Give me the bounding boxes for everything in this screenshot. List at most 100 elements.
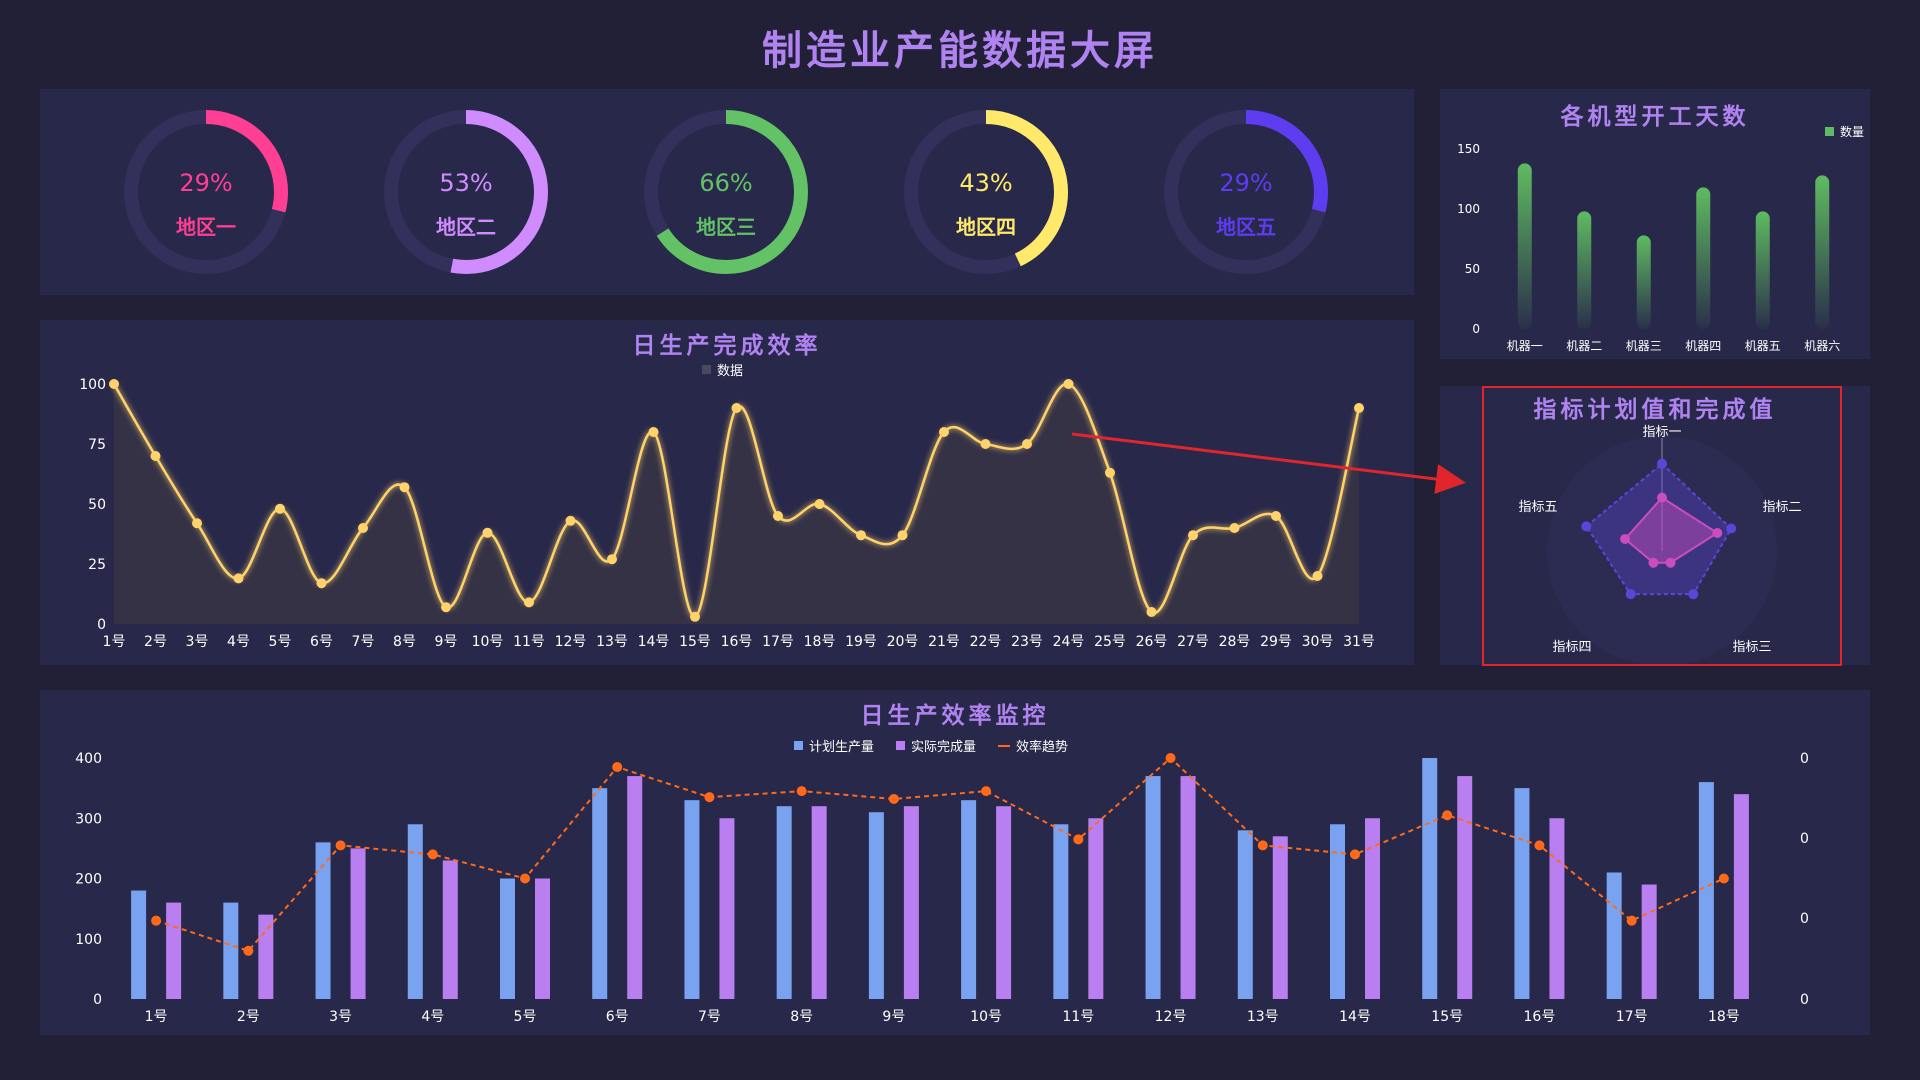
x-tick-label: 14号 [1339,1009,1371,1025]
legend-swatch [794,741,803,750]
data-point-11号 [524,597,534,608]
x-tick-label: 11号 [513,634,545,650]
trend-point [1442,810,1453,821]
x-tick-label: 13号 [596,634,628,650]
data-point-31号 [1354,403,1364,413]
x-tick-label: 12号 [555,634,587,650]
legend-actual[interactable]: 实际完成量 [896,736,976,755]
data-point-4号 [233,573,244,584]
bar-actual-15号 [1457,776,1473,999]
trend-point [427,849,438,860]
data-point-25号 [1105,467,1115,478]
gauge-label: 地区二 [436,215,496,239]
x-tick-label: 18号 [804,634,836,650]
bar-actual-11号 [1088,818,1104,999]
x-tick-label: 4号 [227,634,250,650]
daily-efficiency-panel: 日生产完成效率 数据 0 25 50 75 100 1号 2号 3号 4号 5号 6号 7号 8号 9号 1… [40,320,1414,665]
bar-actual-6号 [627,776,643,999]
radar-indicator-label: 指标二 [1762,500,1801,515]
x-tick-label: 15号 [1431,1009,1463,1025]
data-point-21号 [939,427,949,437]
x-tick-label: 17号 [1616,1009,1648,1025]
legend-plan[interactable]: 计划生产量 [794,736,874,755]
data-point-1号 [109,379,119,389]
x-tick-label: 9号 [882,1009,905,1025]
x-tick-label: 机器二 [1566,339,1602,353]
gauge-ring [1164,110,1328,274]
trend-point [1257,840,1268,851]
radar-series-2 [1623,496,1720,564]
bar-actual-4号 [442,860,458,999]
x-tick-label: 28号 [1219,634,1251,650]
trend-point [612,762,623,773]
y-tick-label: 300 [75,811,102,827]
bar-机器五 [1755,211,1770,329]
data-point-24号 [1063,379,1074,389]
bar-plan-18号 [1698,782,1714,999]
radar-point [1657,492,1667,503]
trend-point [1718,873,1729,884]
data-point-29号 [1271,511,1281,521]
data-point-23号 [1022,439,1032,449]
bar-actual-16号 [1549,818,1565,999]
x-tick-label: 21号 [928,634,960,650]
x-tick-label: 16号 [721,634,753,650]
legend-trend[interactable]: 效率趋势 [998,736,1068,755]
gauge-region-2: 53% 地区二 [381,107,551,277]
data-point-27号 [1188,530,1198,541]
bar-plan-11号 [1053,824,1069,999]
region-gauges-panel: 29% 地区一 53% 地区二 66% 地区三 43% 地区四 29% 地区五 [40,89,1414,295]
data-point-18号 [814,499,825,509]
daily-chart-legend[interactable]: 数据 [702,360,743,379]
trend-point [981,786,992,797]
radar-point [1648,557,1659,568]
data-point-12号 [565,515,576,526]
data-point-26号 [1146,607,1157,617]
bar-plan-17号 [1606,872,1622,999]
bar-plan-5号 [500,878,515,999]
x-tick-label: 13号 [1247,1009,1279,1025]
trend-point [335,840,346,851]
gauge-label: 地区一 [176,215,236,239]
radar-point [1625,589,1636,600]
daily-chart-title: 日生产完成效率 [632,333,822,359]
bar-机器二 [1577,211,1592,329]
x-tick-label: 8号 [393,634,416,650]
data-point-8号 [399,482,410,493]
bar-plan-10号 [961,800,977,999]
data-point-2号 [150,451,161,461]
data-point-3号 [192,518,202,529]
legend-label: 数量 [1839,125,1864,139]
data-point-9号 [441,602,451,613]
machine-days-panel: 各机型开工天数 数量 0 50 100 150 机器一 机器二 机器三 机器四 机器五 机器六 [1440,89,1870,359]
radar-point [1657,458,1667,469]
bar-plan-6号 [592,788,608,999]
gauge-progress-arc [124,110,288,274]
radar-indicator-label: 指标三 [1732,640,1771,655]
x-tick-label: 29号 [1260,634,1292,650]
bar-actual-9号 [903,806,919,999]
radar-indicator-label: 指标四 [1552,640,1591,655]
x-tick-label: 23号 [1011,634,1043,650]
bar-actual-3号 [350,848,366,999]
y-tick-label: 150 [1457,142,1480,156]
x-tick-label: 机器三 [1626,339,1662,353]
x-tick-label: 12号 [1155,1009,1187,1025]
bar-plan-3号 [315,842,331,999]
trend-point [888,793,899,804]
x-tick-label: 机器六 [1804,339,1840,353]
y-tick-label: 100 [1457,202,1480,216]
data-point-6号 [316,578,327,589]
x-tick-label: 14号 [638,634,670,650]
y-right-tick-label: 0 [1800,751,1809,767]
trend-point [151,915,162,926]
gauge-progress-arc [1164,110,1328,274]
gauge-ring [384,110,548,274]
radar-point [1665,557,1676,568]
gauge-ring [904,110,1068,274]
bar-actual-2号 [258,914,274,999]
machine-chart-legend[interactable]: 数量 [1824,123,1864,140]
x-tick-label: 7号 [352,634,375,650]
bar-actual-18号 [1733,794,1749,999]
